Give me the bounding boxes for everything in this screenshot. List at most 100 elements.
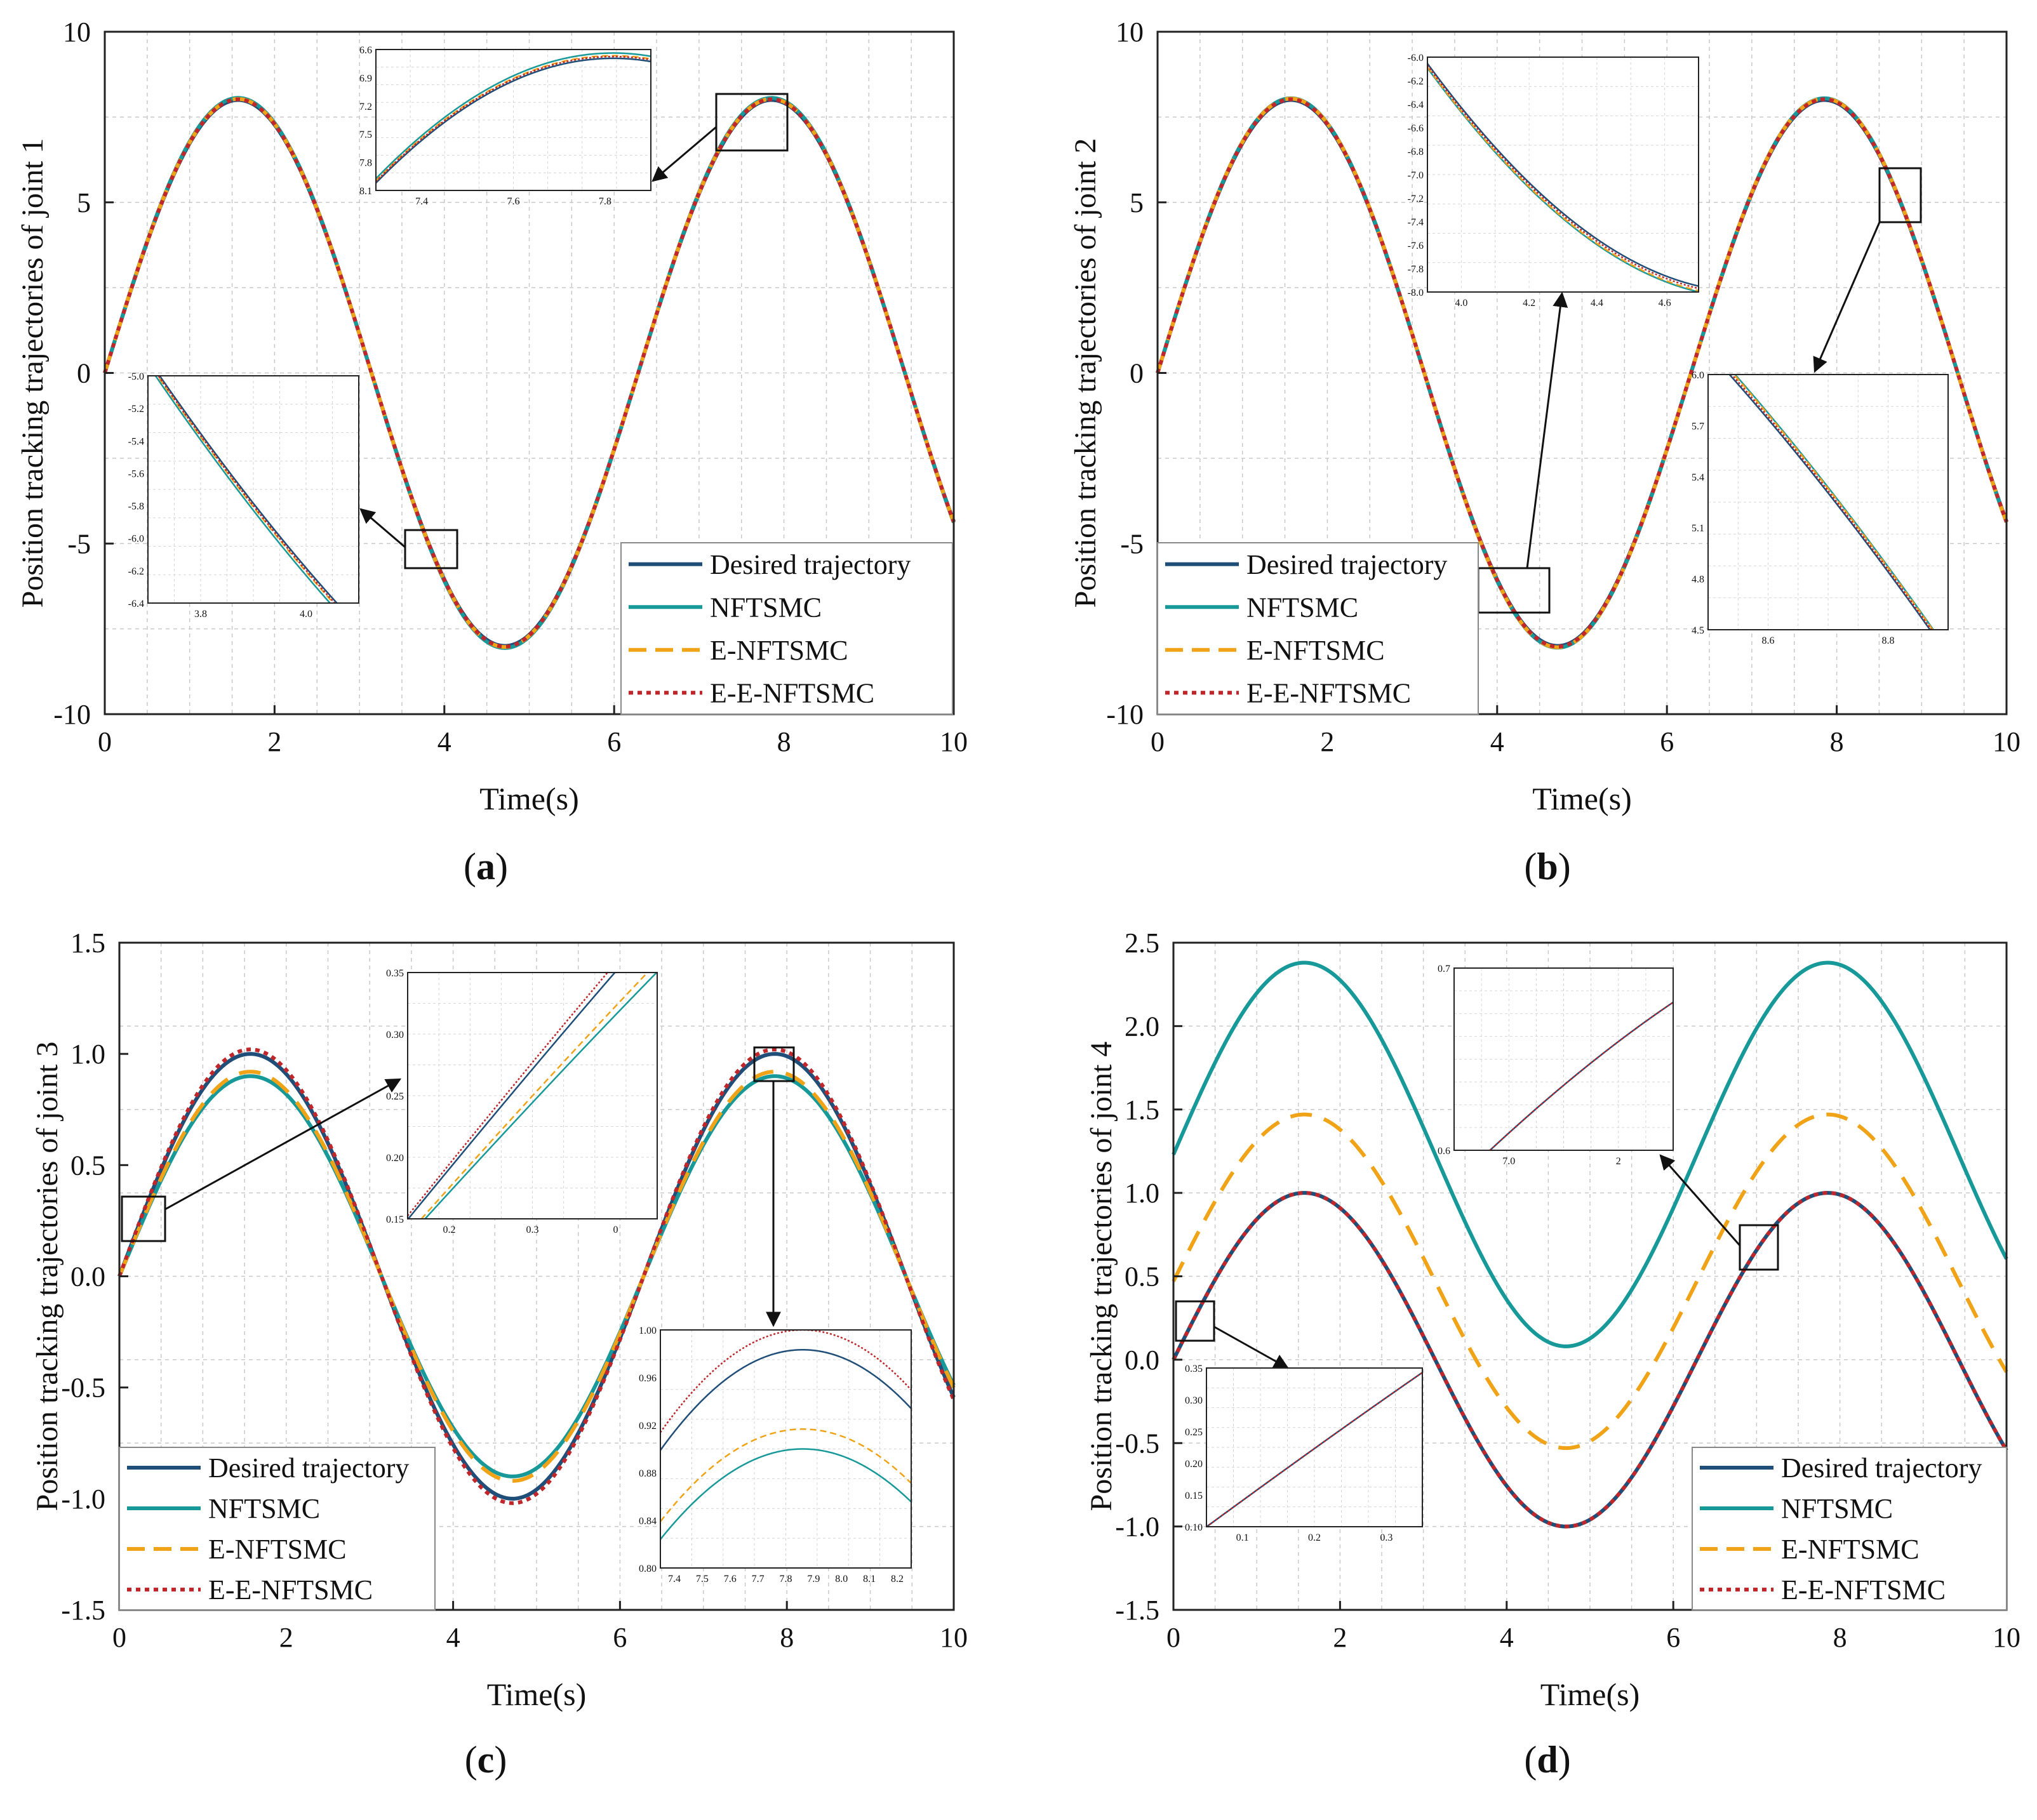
y-axis-label: Position tracking trajectories of joint … (16, 138, 50, 608)
highlight-box (404, 529, 458, 569)
highlight-box (715, 93, 789, 152)
y-tick-label: 5 (1130, 187, 1144, 218)
x-tick-label: 2 (1320, 726, 1334, 757)
zoom-y-tick-label: 0.30 (1185, 1395, 1203, 1406)
zoom-y-tick-label: 0.88 (639, 1468, 657, 1479)
y-tick-label: 0.5 (70, 1150, 105, 1181)
zoom-inset-0: 7.4 7.6 7.8 6.6 6.9 7.2 7.5 7.8 8.1 (359, 45, 651, 207)
zoom-x-tick-label: 7.7 (752, 1574, 765, 1584)
x-tick-label: 6 (1660, 726, 1674, 757)
zoom-inset-0: 4.0 4.2 4.4 4.6 -6.0 -6.2 -6.4 -6.6 -6.8 -7.0 -7.2… (1408, 53, 1699, 309)
zoom-y-tick-label: -8.0 (1408, 288, 1424, 298)
zoom-line-0 (1728, 375, 1932, 630)
zoom-line-0 (408, 973, 616, 1219)
zoom-y-tick-label: 0.15 (1185, 1491, 1203, 1501)
highlight-box (1739, 1224, 1779, 1271)
y-axis-label: Position tracking trajectories of joint … (1085, 1042, 1118, 1511)
zoom-line-2 (420, 973, 649, 1219)
x-tick-label: 2 (279, 1622, 293, 1653)
zoom-y-tick-label: 5.7 (1692, 421, 1704, 432)
x-axis-label: Time(s) (479, 781, 579, 816)
zoom-y-tick-label: -6.0 (1408, 53, 1424, 63)
zoom-x-tick-label: 3.8 (194, 609, 207, 620)
zoom-y-tick-label: 8.1 (359, 186, 372, 197)
zoom-x-tick-label: 0.1 (1236, 1532, 1249, 1543)
zoom-y-tick-label: 0.84 (639, 1516, 657, 1527)
zoom-grid (1206, 1368, 1422, 1527)
x-tick-label: 8 (777, 726, 791, 757)
legend: Desired trajectory NFTSMC E-NFTSMC E-E-NFTS… (1692, 1447, 2007, 1611)
x-tick-label: 2 (1333, 1622, 1347, 1653)
panel-c: 0 2 4 6 8 10 -1.5 -1.0 -0.5 0.0 0.5 1.0 1.5 Time(s) Po… (30, 927, 968, 1781)
zoom-y-tick-label: 0.96 (639, 1373, 657, 1384)
zoom-y-tick-label: 0.6 (1438, 1146, 1450, 1157)
zoom-line-2 (1733, 375, 1934, 630)
zoom-x-tick-label: 7.4 (415, 196, 428, 207)
series-group (1172, 960, 2008, 1529)
zoom-y-tick-label: -6.2 (128, 566, 144, 577)
zoom-inset-1: 3.8 4.0 -5.0 -5.2 -5.4 -5.6 -5.8 -6.0 -6.2 -6.4 (128, 371, 359, 620)
legend-box (1692, 1447, 2007, 1611)
y-tick-label: 1.5 (70, 927, 105, 959)
zoom-x-tick-label: 8.0 (835, 1574, 848, 1584)
zoom-grid (660, 1330, 911, 1568)
zoom-line-3 (408, 973, 609, 1217)
series-line-0 (117, 1052, 956, 1501)
zoom-y-tick-label: -6.2 (1408, 76, 1424, 87)
callout-arrow (1213, 1325, 1290, 1369)
zoom-x-tick-label: 0 (613, 1225, 618, 1235)
zoom-line-1 (424, 973, 657, 1219)
panel-label: (c) (465, 1739, 507, 1781)
zoom-y-tick-label: 0.25 (386, 1091, 404, 1102)
zoom-y-tick-label: 0.15 (386, 1214, 404, 1225)
zoom-line-0 (660, 1349, 911, 1451)
zoom-grid (1454, 968, 1673, 1150)
zoom-line-3 (157, 376, 336, 603)
zoom-y-tick-label: 0.35 (386, 968, 404, 979)
zoom-grid (376, 50, 651, 190)
zoom-y-tick-label: 0.7 (1438, 964, 1450, 974)
y-tick-label: -1.5 (61, 1595, 105, 1626)
highlight-box (121, 1195, 166, 1242)
zoom-y-tick-label: 6.6 (359, 45, 372, 56)
zoom-y-tick-label: -5.8 (128, 501, 144, 512)
zoom-x-tick-label: 4.6 (1659, 298, 1671, 309)
zoom-inset-1: 0.1 0.2 0.3 0.35 0.30 0.25 0.20 0.15 0.10 (1185, 1364, 1423, 1543)
zoom-y-tick-label: 5.4 (1692, 472, 1704, 483)
x-tick-label: 10 (1993, 1622, 2020, 1653)
x-tick-label: 8 (1833, 1622, 1847, 1653)
legend-label-1: NFTSMC (1781, 1493, 1893, 1524)
y-tick-label: 0.0 (1125, 1345, 1159, 1376)
zoom-y-tick-label: -5.2 (128, 404, 144, 415)
series-line-1 (117, 1074, 956, 1478)
zoom-line-3 (1427, 65, 1699, 289)
zoom-y-tick-label: 0.25 (1185, 1427, 1203, 1438)
zoom-y-tick-label: 0.10 (1185, 1522, 1203, 1533)
zoom-y-tick-label: 4.5 (1692, 625, 1704, 636)
legend-label-2: E-NFTSMC (1246, 635, 1385, 666)
zoom-frame (407, 972, 658, 1219)
legend-label-3: E-E-NFTSMC (1781, 1574, 1946, 1605)
zoom-y-tick-label: 7.5 (359, 130, 372, 140)
x-tick-label: 0 (1151, 726, 1165, 757)
zoom-x-tick-label: 7.0 (1502, 1156, 1515, 1167)
y-tick-label: -5 (67, 528, 91, 559)
y-tick-label: 1.0 (70, 1039, 105, 1070)
y-tick-label: -5 (1120, 528, 1144, 559)
zoom-line-0 (376, 57, 651, 184)
y-tick-label: 0 (77, 358, 91, 389)
legend-label-0: Desired trajectory (208, 1452, 409, 1484)
y-tick-label: 0 (1130, 358, 1144, 389)
zoom-y-tick-label: 0.20 (386, 1153, 404, 1164)
zoom-y-tick-label: -6.6 (1408, 123, 1424, 134)
y-tick-label: -1.0 (1115, 1511, 1159, 1543)
zoom-y-tick-label: 5.1 (1692, 523, 1704, 534)
x-tick-label: 0 (112, 1622, 126, 1653)
zoom-line-2 (1427, 66, 1699, 292)
zoom-line-0 (1427, 63, 1699, 287)
x-tick-label: 4 (1500, 1622, 1514, 1653)
y-tick-label: 5 (77, 187, 91, 218)
series-group (1156, 96, 2008, 650)
y-axis-label: Position tracking trajectories of joint … (30, 1042, 64, 1511)
